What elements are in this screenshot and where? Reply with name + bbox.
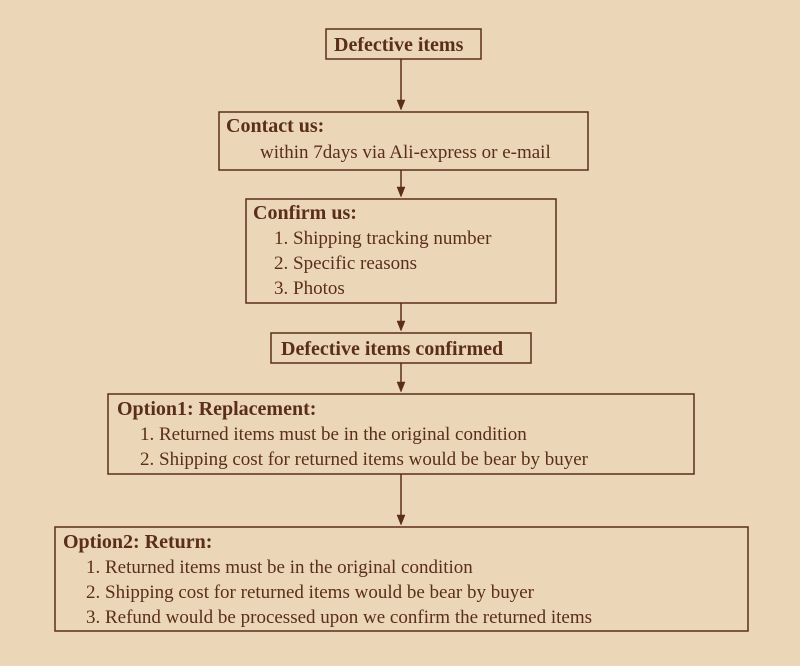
- flow-node-line: 2. Shipping cost for returned items woul…: [86, 582, 535, 603]
- flow-node-line: within 7days via Ali-express or e-mail: [260, 142, 551, 163]
- flow-node-line: 1. Shipping tracking number: [274, 228, 492, 249]
- flow-node-line: 2. Specific reasons: [274, 253, 417, 274]
- flow-node-n1: Defective items: [326, 29, 481, 59]
- flow-node-n4: Defective items confirmed: [271, 333, 531, 363]
- flow-node-line: 3. Photos: [274, 278, 345, 299]
- flow-node-line: 1. Returned items must be in the origina…: [86, 557, 473, 578]
- flow-node-title: Confirm us:: [253, 202, 357, 224]
- flow-node-line: 2. Shipping cost for returned items woul…: [140, 449, 589, 470]
- flow-node-title: Option1: Replacement:: [117, 398, 316, 420]
- flow-node-line: 3. Refund would be processed upon we con…: [86, 607, 592, 628]
- flow-node-title: Defective items confirmed: [281, 338, 503, 360]
- flow-node-title: Option2: Return:: [63, 531, 212, 553]
- flow-node-title: Defective items: [334, 34, 464, 56]
- flowchart-canvas: Defective items Contact us: within 7days v…: [0, 0, 800, 666]
- flow-node-title: Contact us:: [226, 115, 324, 137]
- flow-node-line: 1. Returned items must be in the origina…: [140, 424, 527, 445]
